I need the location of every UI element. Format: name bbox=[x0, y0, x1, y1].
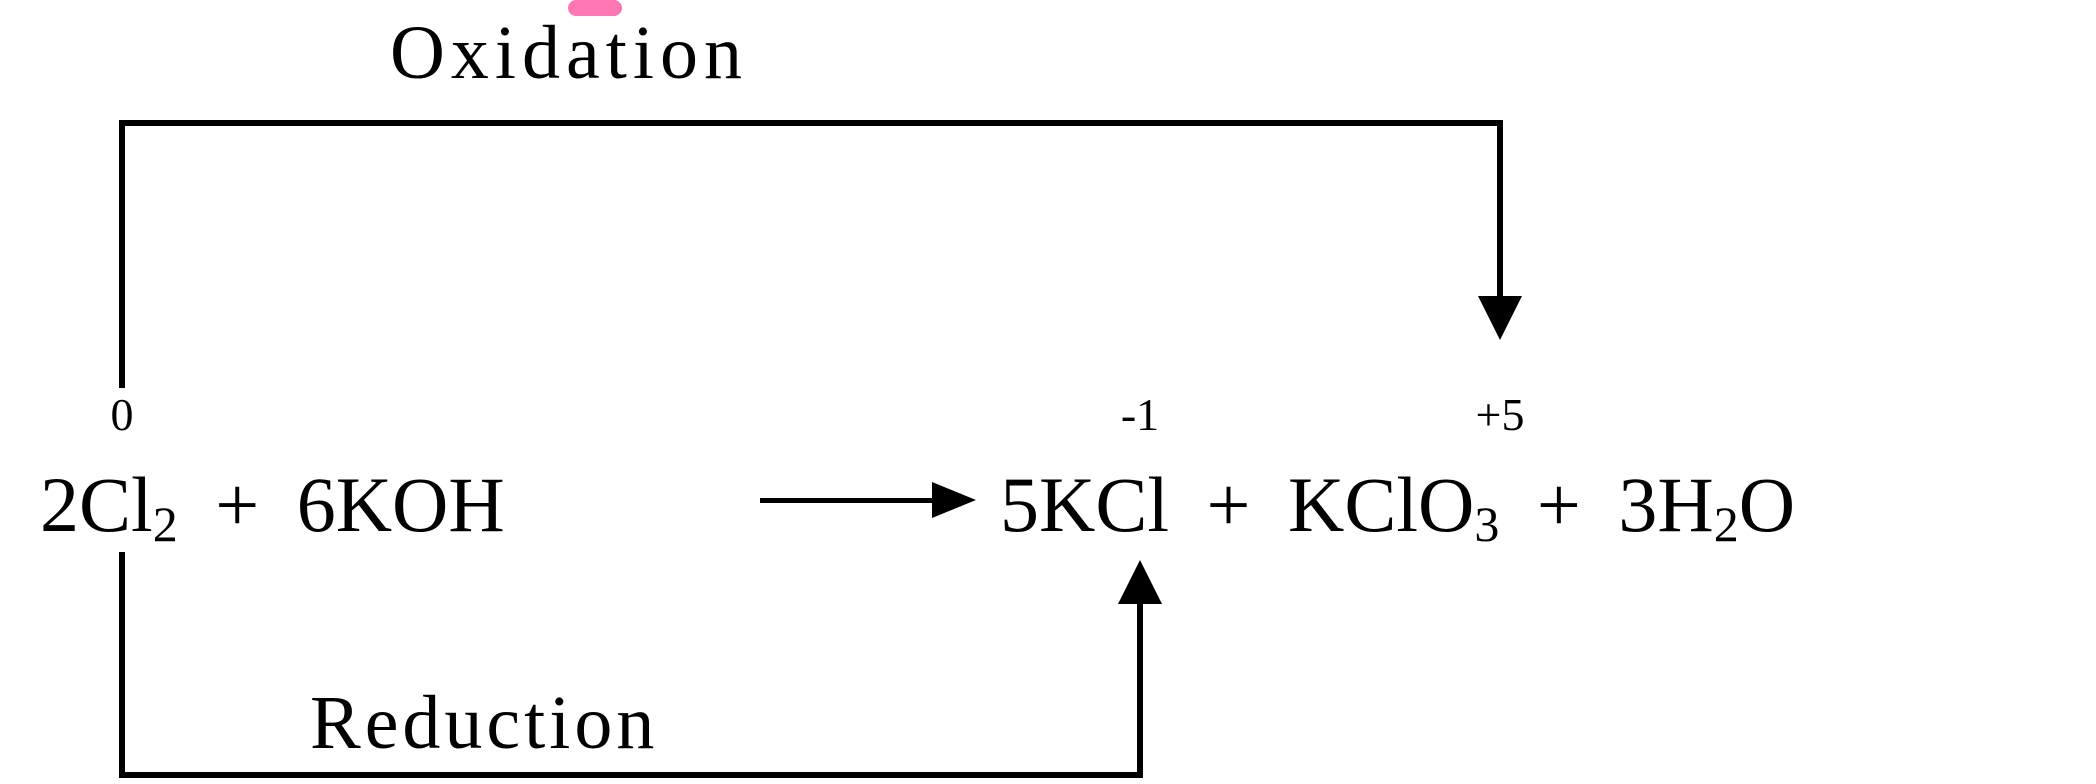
oxstate-kcl: -1 bbox=[1118, 388, 1162, 441]
coef: 6 bbox=[297, 461, 336, 548]
subscript: 2 bbox=[153, 496, 178, 552]
reduction-bracket-line bbox=[119, 552, 125, 778]
species: KCl bbox=[1039, 461, 1169, 548]
plus: + bbox=[1189, 461, 1269, 548]
coef: 3 bbox=[1618, 461, 1657, 548]
coef: 5 bbox=[1000, 461, 1039, 548]
species: KOH bbox=[336, 461, 505, 548]
reduction-bracket-line bbox=[1137, 604, 1143, 778]
species: Cl bbox=[79, 461, 153, 548]
oxidation-bracket-line bbox=[1497, 120, 1503, 296]
reaction-arrowhead-icon bbox=[932, 482, 976, 518]
oxidation-bracket-line bbox=[119, 120, 1503, 126]
oxidation-arrowhead-icon bbox=[1478, 296, 1522, 340]
reduction-label: Reduction bbox=[310, 680, 658, 767]
plus: + bbox=[197, 461, 277, 548]
reduction-bracket-line bbox=[119, 772, 1143, 778]
oxidation-label: Oxidation bbox=[390, 10, 748, 97]
reaction-arrow-line bbox=[760, 498, 940, 503]
oxstate-kclo3: +5 bbox=[1474, 388, 1526, 441]
reduction-arrowhead-icon bbox=[1118, 560, 1162, 604]
plus: + bbox=[1519, 461, 1599, 548]
species: H bbox=[1657, 461, 1713, 548]
reaction-diagram: Oxidation 0 -1 +5 2Cl2 + 6KOH 5KCl + KCl… bbox=[0, 0, 2096, 784]
equation-lhs: 2Cl2 + 6KOH bbox=[40, 460, 505, 553]
equation-rhs: 5KCl + KClO3 + 3H2O bbox=[1000, 460, 1795, 553]
oxidation-bracket-line bbox=[119, 120, 125, 388]
coef: 2 bbox=[40, 461, 79, 548]
species: O bbox=[1739, 461, 1795, 548]
species: KClO bbox=[1288, 461, 1474, 548]
subscript: 2 bbox=[1714, 496, 1739, 552]
subscript: 3 bbox=[1474, 496, 1499, 552]
oxstate-cl2: 0 bbox=[108, 388, 136, 441]
